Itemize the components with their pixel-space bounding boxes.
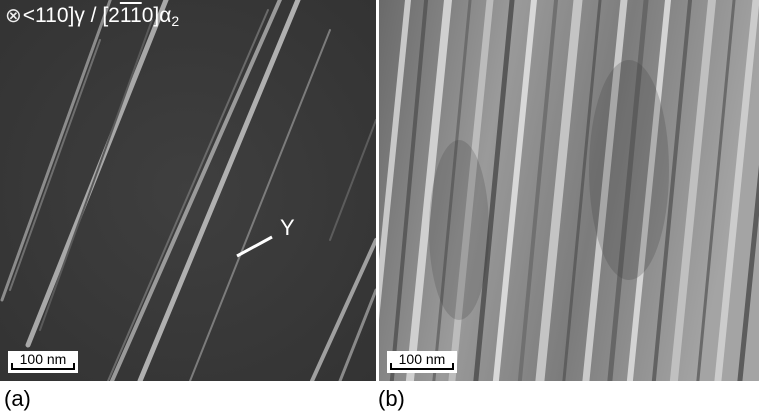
- feature-label-y: Y: [280, 215, 295, 240]
- zone-axis-bar1: 1: [119, 4, 130, 27]
- zone-axis-label: ⊗<110]γ / [2110]α2: [5, 4, 179, 33]
- scale-bar-a-label: 100 nm: [19, 351, 67, 367]
- scale-bar-b-tick-right: [452, 363, 454, 370]
- beam-direction-symbol: ⊗: [5, 5, 22, 27]
- scale-bar-a-tick-right: [73, 363, 75, 370]
- scale-bar-a-tick-left: [11, 363, 13, 370]
- zone-axis-part1: <110]γ / [2: [22, 4, 120, 27]
- caption-b: (b): [378, 386, 405, 411]
- lamellae-bright-field: [379, 0, 759, 381]
- scale-bar-a: 100 nm: [8, 351, 78, 373]
- zone-axis-tail: 0]α: [141, 4, 172, 27]
- scale-bar-a-line: [11, 368, 75, 370]
- scale-bar-b-line: [390, 368, 454, 370]
- zone-axis-subscript: 2: [171, 13, 180, 29]
- feature-pointer: [236, 235, 273, 258]
- zone-axis-bar2: 1: [130, 4, 142, 27]
- tem-image-b: 100 nm: [379, 0, 759, 381]
- tem-image-a: ⊗<110]γ / [2110]α2 Y 100 nm: [0, 0, 376, 381]
- scale-bar-b-tick-left: [390, 363, 392, 370]
- lamellae-dark-field: [0, 0, 376, 381]
- caption-a: (a): [4, 386, 31, 411]
- scale-bar-b: 100 nm: [387, 351, 457, 373]
- scale-bar-b-label: 100 nm: [398, 351, 446, 367]
